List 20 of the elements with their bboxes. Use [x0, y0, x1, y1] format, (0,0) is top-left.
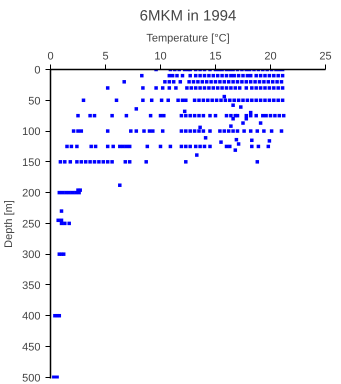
y-tick-label: 350: [22, 280, 41, 292]
y-axis-title: Depth [m]: [3, 200, 16, 248]
x-tick-label: 15: [209, 50, 222, 62]
y-tick-label: 0: [34, 64, 41, 76]
y-tick-label: 200: [22, 188, 41, 200]
x-tick-label: 5: [102, 50, 109, 62]
y-tick-label: 300: [22, 249, 41, 262]
y-tick-label: 450: [22, 341, 41, 354]
x-tick-label: 10: [154, 50, 167, 62]
y-tick-label: 150: [22, 156, 41, 169]
y-tick-label: 100: [22, 126, 41, 138]
x-axis-title: Temperature [°C]: [146, 32, 230, 44]
chart-title: 6MKM in 1994: [140, 8, 236, 24]
y-tick-label: 400: [22, 310, 41, 323]
y-tick-label: 250: [22, 218, 41, 230]
x-tick-label: 20: [264, 50, 277, 62]
x-tick-label: 0: [47, 50, 54, 62]
y-tick-label: 500: [22, 372, 41, 384]
y-tick-label: 50: [28, 95, 41, 108]
x-tick-label: 25: [319, 50, 332, 62]
